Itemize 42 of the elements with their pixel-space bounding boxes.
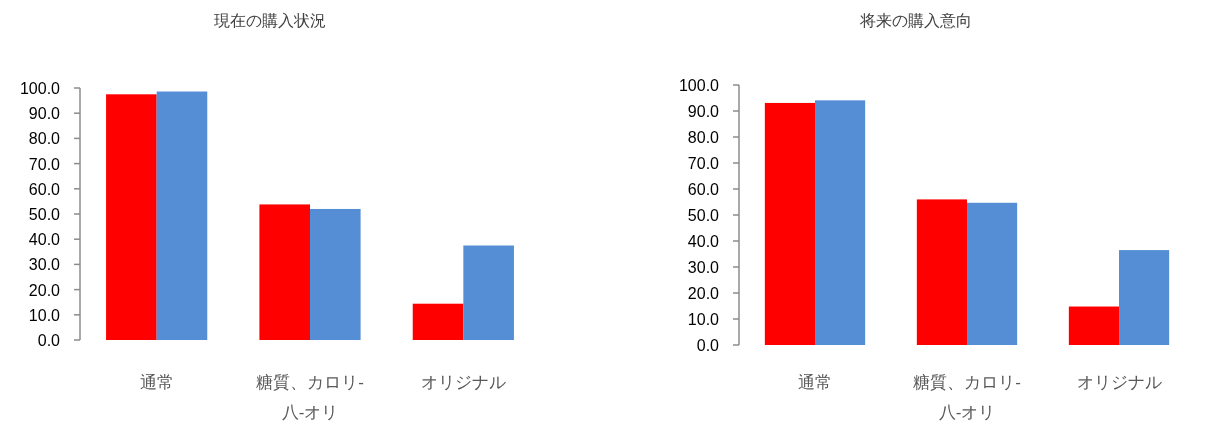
y-tick-label: 40.0 <box>687 233 720 250</box>
y-tick-label: 50.0 <box>687 207 720 224</box>
y-tick-label: 60.0 <box>687 181 720 198</box>
chart-title: 現在の購入状況 <box>214 12 326 29</box>
bar <box>1119 250 1170 345</box>
bar <box>259 204 310 340</box>
y-tick-label: 20.0 <box>28 281 61 299</box>
bar <box>106 94 157 340</box>
y-tick-label: 10.0 <box>28 306 61 324</box>
chart-title: 将来の購入意向 <box>859 12 972 29</box>
bar <box>463 245 514 340</box>
y-tick-label: 0.0 <box>37 332 61 349</box>
x-tick-label: 糖質、カロリ-八-オリ <box>256 373 364 422</box>
x-tick-label: 通常 <box>798 373 832 392</box>
bar <box>412 303 464 340</box>
x-tick-label: オリジナル <box>420 373 506 392</box>
bar <box>1068 306 1119 345</box>
y-tick-label: 100.0 <box>678 77 720 94</box>
y-tick-label: 0.0 <box>696 337 720 354</box>
bar <box>310 208 361 340</box>
y-tick-label: 50.0 <box>28 206 61 223</box>
y-tick-label: 70.0 <box>28 155 61 173</box>
y-tick-label: 80.0 <box>687 129 720 146</box>
y-tick-label: 100.0 <box>19 80 61 97</box>
bar <box>764 102 815 345</box>
y-tick-label: 30.0 <box>28 256 61 274</box>
x-tick-label: 通常 <box>139 373 174 392</box>
y-tick-label: 40.0 <box>28 231 61 249</box>
bar <box>967 202 1018 345</box>
x-tick-label: オリジナル <box>1076 373 1162 392</box>
y-tick-label: 70.0 <box>687 155 720 172</box>
y-tick-label: 60.0 <box>28 180 61 198</box>
y-tick-label: 90.0 <box>28 105 61 123</box>
bar <box>916 199 967 345</box>
y-tick-label: 10.0 <box>687 311 720 328</box>
x-tick-label: 糖質、カロリ-八-オリ <box>913 373 1021 422</box>
y-tick-label: 30.0 <box>687 259 720 276</box>
y-tick-label: 90.0 <box>687 103 720 120</box>
bar <box>156 91 208 340</box>
y-tick-label: 20.0 <box>687 285 720 302</box>
bar <box>815 100 866 345</box>
y-tick-label: 80.0 <box>28 130 61 148</box>
